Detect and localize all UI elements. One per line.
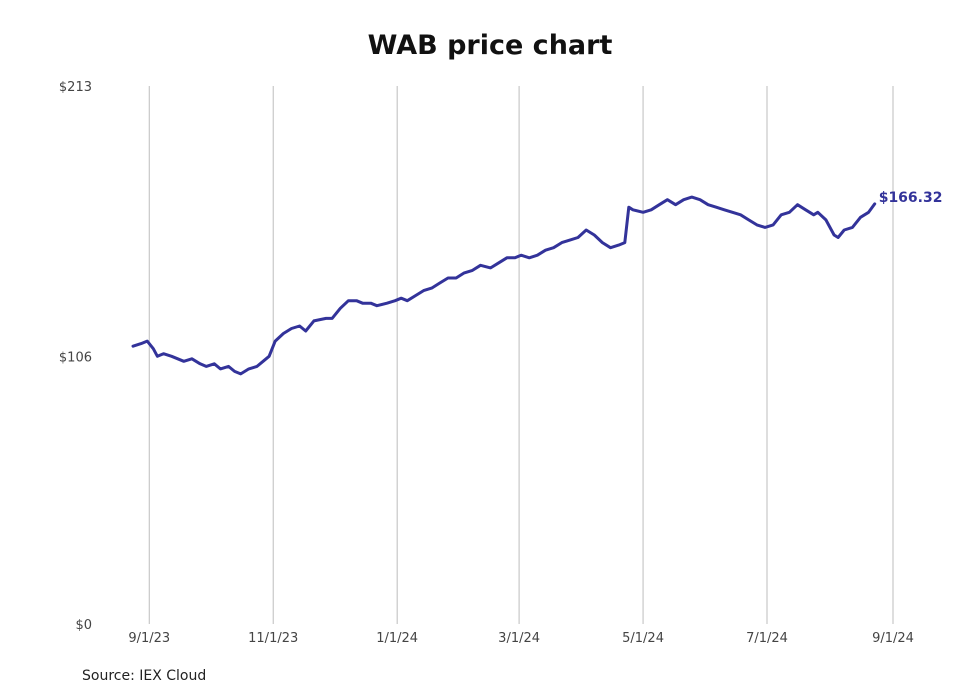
end-value-label: $166.32 [879, 190, 943, 206]
y-axis-ticks: $0 $106 $213 [59, 80, 92, 633]
x-tick-label: 1/1/24 [376, 631, 418, 646]
chart-title: WAB price chart [367, 30, 613, 61]
price-line [131, 195, 877, 376]
last-price-label: $166.32 [879, 190, 943, 206]
y-tick-label: $0 [75, 618, 92, 633]
x-tick-label: 3/1/24 [498, 631, 540, 646]
y-tick-label: $213 [59, 80, 92, 95]
y-tick-label: $106 [59, 350, 92, 365]
x-tick-label: 9/1/23 [128, 631, 170, 646]
x-tick-label: 5/1/24 [622, 631, 664, 646]
price-series [131, 195, 877, 376]
source-note: Source: IEX Cloud [82, 668, 207, 684]
x-tick-label: 9/1/24 [872, 631, 914, 646]
x-gridlines [148, 86, 894, 624]
x-tick-label: 7/1/24 [746, 631, 788, 646]
x-axis-ticks: 9/1/23 11/1/23 1/1/24 3/1/24 5/1/24 7/1/24 9/1… [128, 631, 914, 646]
x-tick-label: 11/1/23 [248, 631, 298, 646]
